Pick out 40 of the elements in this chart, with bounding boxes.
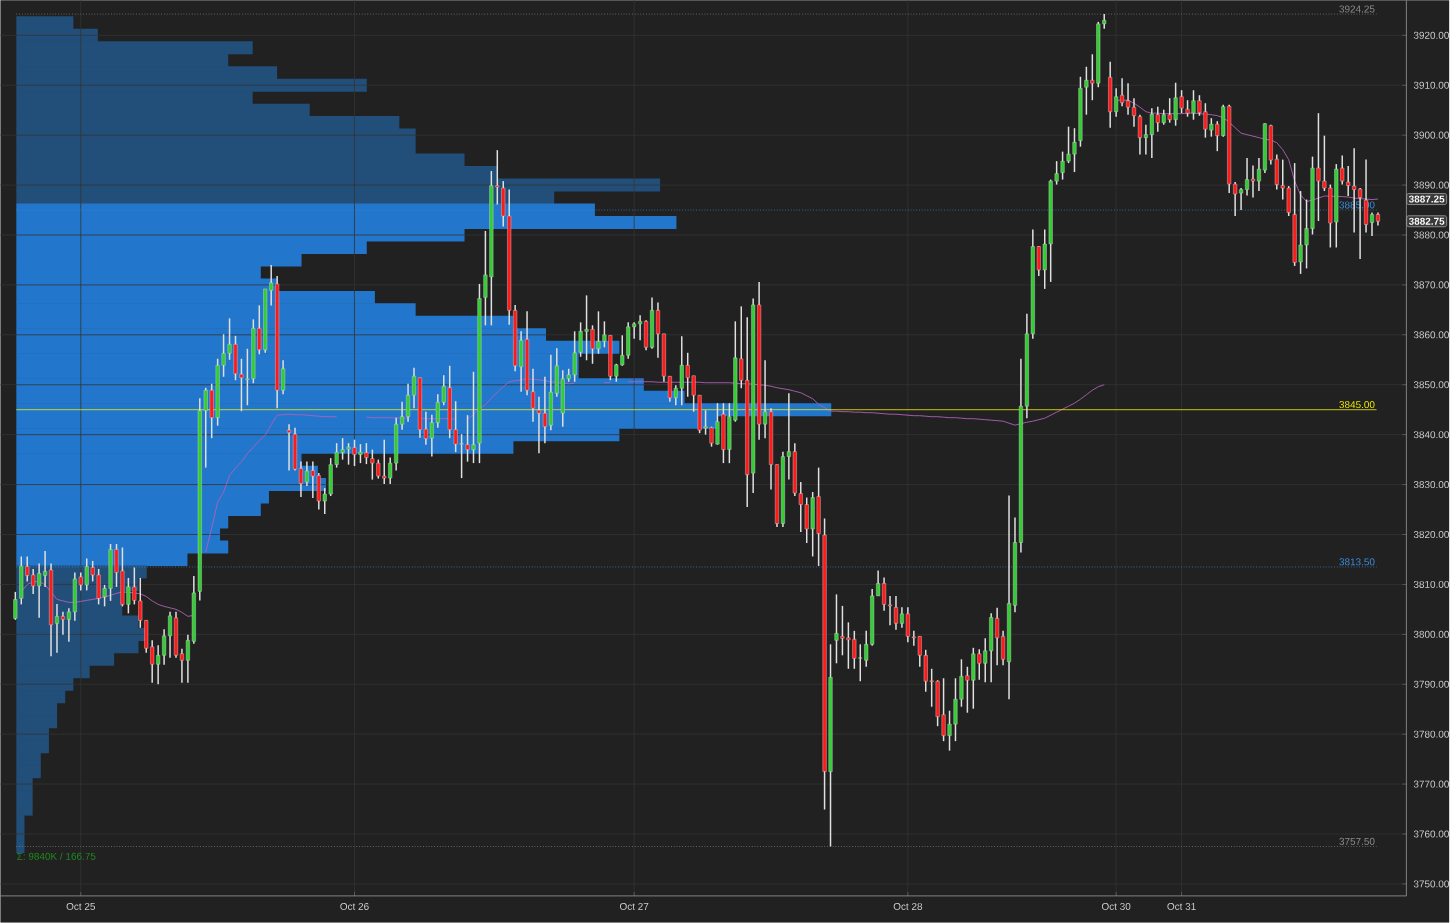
ref-line-label: 3813.50 xyxy=(1339,558,1375,566)
candlestick xyxy=(55,603,59,654)
y-tick-label: 3750.00 xyxy=(1413,880,1449,888)
x-tick-label: Oct 25 xyxy=(66,903,96,911)
y-tick-label: 3820.00 xyxy=(1413,531,1449,539)
candlestick xyxy=(287,423,292,472)
y-tick-label: 3800.00 xyxy=(1413,630,1449,638)
y-tick-label: 3770.00 xyxy=(1413,780,1449,788)
candlestick xyxy=(531,368,535,423)
x-tick-label: Oct 26 xyxy=(340,903,369,911)
candlestick xyxy=(1370,211,1374,237)
ref-line-label: 3757.50 xyxy=(1339,837,1375,845)
candlestick xyxy=(13,591,18,621)
candlestick xyxy=(1132,97,1136,128)
candlestick xyxy=(412,367,416,410)
y-tick-label: 3810.00 xyxy=(1413,580,1449,589)
y-tick-label: 3830.00 xyxy=(1413,481,1449,489)
x-tick-label: Oct 28 xyxy=(893,903,923,911)
x-tick-label: Oct 31 xyxy=(1167,903,1196,911)
ref-line-label: 3845.00 xyxy=(1339,401,1375,409)
y-tick-label: 3890.00 xyxy=(1413,181,1449,189)
y-tick-label: 3760.00 xyxy=(1413,830,1449,838)
x-tick-label: Oct 30 xyxy=(1101,903,1131,911)
y-tick-label: 3850.00 xyxy=(1413,381,1449,389)
candlestick xyxy=(1251,164,1255,199)
y-tick-label: 3870.00 xyxy=(1413,281,1449,289)
annotation: Σ: 9840K / 166.75 xyxy=(17,852,96,860)
y-tick-label: 3840.00 xyxy=(1413,431,1449,439)
x-tick-label: Oct 27 xyxy=(619,903,649,911)
y-tick-label: 3880.00 xyxy=(1413,231,1449,239)
y-tick-label: 3920.00 xyxy=(1413,31,1449,39)
y-tick-label: 3790.00 xyxy=(1413,680,1449,688)
y-tick-label: 3860.00 xyxy=(1413,331,1449,339)
y-tick-label: 3900.00 xyxy=(1413,131,1449,139)
ref-line-label: 3924.25 xyxy=(1339,5,1375,13)
candlestick xyxy=(239,358,244,413)
y-tick-label: 3910.00 xyxy=(1413,81,1449,89)
y-tick-label: 3780.00 xyxy=(1413,730,1449,738)
text: 3887.25 xyxy=(1408,195,1445,203)
text: 3882.75 xyxy=(1408,217,1445,225)
